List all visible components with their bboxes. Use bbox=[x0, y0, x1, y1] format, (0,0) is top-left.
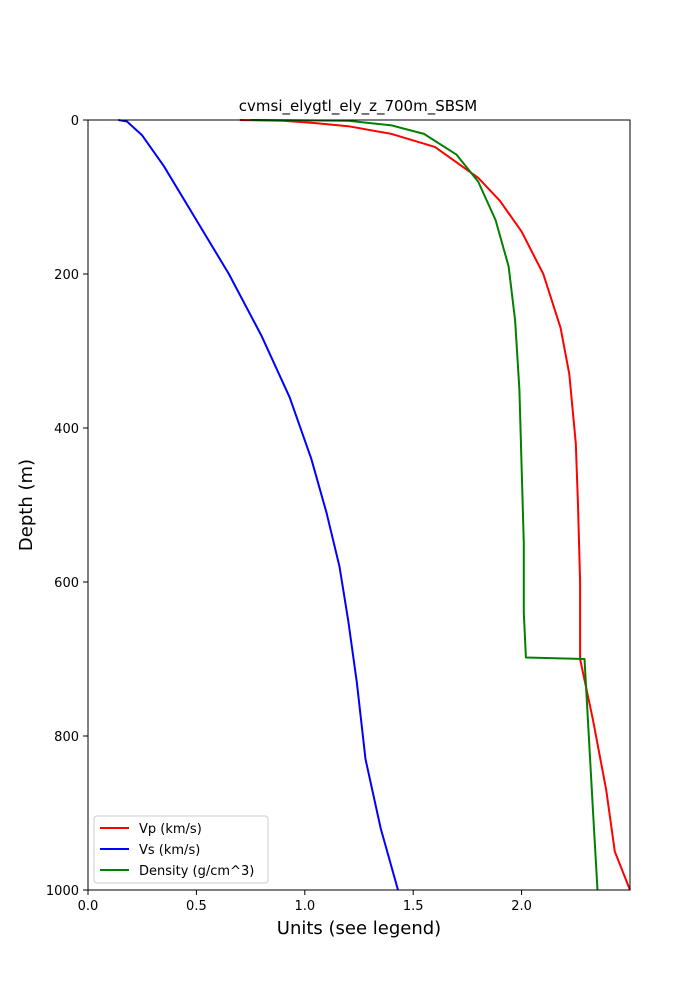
legend-label: Vp (km/s) bbox=[139, 822, 202, 837]
series-lines bbox=[118, 119, 631, 891]
series-line-2 bbox=[118, 119, 399, 891]
y-tick-label: 400 bbox=[54, 422, 79, 437]
x-tick-label: 2.0 bbox=[511, 899, 532, 914]
x-tick-label: 0.0 bbox=[78, 899, 99, 914]
y-axis-label: Depth (m) bbox=[16, 459, 37, 551]
legend: Vp (km/s) Vs (km/s) Density (g/cm^3) bbox=[93, 815, 269, 884]
legend-label: Vs (km/s) bbox=[139, 843, 200, 858]
chart-title: cvmsi_elygtl_ely_z_700m_SBSM bbox=[239, 97, 477, 116]
x-axis-ticks: 0.0 0.5 1.0 1.5 2.0 bbox=[78, 890, 532, 914]
x-axis-label: Units (see legend) bbox=[277, 918, 441, 939]
y-tick-label: 200 bbox=[54, 268, 79, 283]
legend-label: Density (g/cm^3) bbox=[139, 864, 254, 879]
series-line-3 bbox=[250, 119, 599, 891]
series-line-1 bbox=[239, 119, 631, 891]
y-tick-label: 0 bbox=[71, 114, 79, 129]
y-tick-label: 600 bbox=[54, 576, 79, 591]
x-tick-label: 1.0 bbox=[294, 899, 315, 914]
x-tick-label: 0.5 bbox=[186, 899, 207, 914]
y-axis-ticks: 0 200 400 600 800 1000 bbox=[46, 114, 88, 899]
legend-box bbox=[93, 815, 269, 884]
plot-frame bbox=[87, 119, 631, 891]
x-tick-label: 1.5 bbox=[403, 899, 424, 914]
y-tick-label: 800 bbox=[54, 730, 79, 745]
y-tick-label: 1000 bbox=[46, 884, 79, 899]
